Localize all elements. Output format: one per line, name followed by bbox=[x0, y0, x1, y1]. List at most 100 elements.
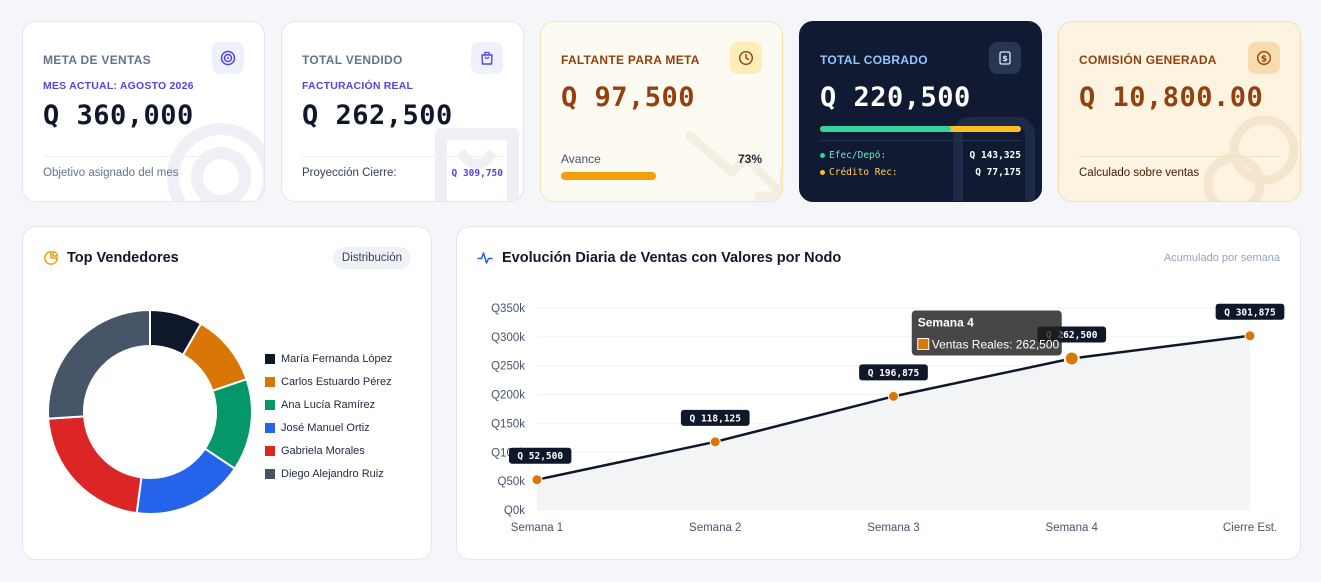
svg-text:$: $ bbox=[1002, 54, 1008, 63]
legend-swatch bbox=[265, 399, 275, 410]
card-faltante-meta: FALTANTE PARA META Q 97,500 Avance 73% bbox=[540, 21, 783, 202]
card-value: Q 97,500 bbox=[561, 82, 696, 113]
card-total-vendido: TOTAL VENDIDO FACTURACIÓN REAL Q 262,500… bbox=[281, 21, 524, 202]
row-value: Q 77,175 bbox=[975, 167, 1021, 178]
card-title: TOTAL COBRADO bbox=[820, 53, 928, 67]
node-label-bg bbox=[680, 409, 750, 426]
card-footer: Objetivo asignado del mes bbox=[43, 167, 179, 179]
panel-subtitle: Acumulado por semana bbox=[1163, 252, 1280, 264]
y-tick-label: Q350k bbox=[491, 303, 525, 315]
card-divider bbox=[43, 156, 244, 157]
top-vendedores-panel: Top Vendedores Distribución María Fernan… bbox=[22, 226, 432, 560]
card-divider bbox=[302, 156, 503, 157]
card-value: Q 262,500 bbox=[302, 100, 453, 131]
target-icon bbox=[212, 42, 244, 74]
legend-item[interactable]: Carlos Estuardo Pérez bbox=[265, 370, 392, 393]
x-tick-label: Semana 3 bbox=[867, 522, 919, 534]
card-title: META DE VENTAS bbox=[43, 53, 151, 67]
data-point[interactable] bbox=[888, 390, 899, 402]
donut-slice[interactable] bbox=[47, 415, 143, 515]
node-label-bg bbox=[1215, 303, 1285, 320]
tooltip-value: Ventas Reales: 262,500 bbox=[932, 338, 1060, 352]
projection-value: Q 309,750 bbox=[451, 168, 503, 179]
legend-swatch bbox=[265, 468, 275, 479]
series-area bbox=[537, 335, 1250, 510]
y-tick-label: Q50k bbox=[498, 476, 526, 488]
coin-watermark-icon bbox=[1204, 115, 1299, 201]
collection-bar-cash bbox=[820, 126, 951, 132]
node-value-label: Q 262,500 bbox=[1046, 330, 1098, 341]
collection-bar bbox=[820, 126, 1021, 132]
legend-item[interactable]: José Manuel Ortiz bbox=[265, 416, 392, 439]
legend-item[interactable]: Gabriela Morales bbox=[265, 439, 392, 462]
node-label-bg bbox=[509, 447, 572, 464]
tooltip-title: Semana 4 bbox=[918, 316, 974, 330]
target-watermark-icon bbox=[167, 123, 264, 201]
dot-icon bbox=[820, 153, 825, 158]
evolucion-panel: Evolución Diaria de Ventas con Valores p… bbox=[456, 226, 1301, 560]
card-value: Q 220,500 bbox=[820, 82, 971, 113]
y-tick-label: Q200k bbox=[491, 390, 525, 402]
data-point[interactable] bbox=[709, 436, 721, 448]
card-title: FALTANTE PARA META bbox=[561, 53, 700, 67]
row-label: Efec/Depó: bbox=[829, 150, 887, 161]
legend-item[interactable]: María Fernanda López bbox=[265, 347, 392, 370]
progress-fill bbox=[561, 172, 657, 180]
distribution-badge[interactable]: Distribución bbox=[332, 247, 411, 269]
card-value: Q 360,000 bbox=[43, 100, 194, 131]
card-comision: COMISIÓN GENERADA $ Q 10,800.00 Calculad… bbox=[1058, 21, 1301, 202]
progress-label: Avance bbox=[561, 152, 601, 166]
y-tick-label: Q150k bbox=[491, 418, 525, 430]
x-tick-label: Semana 2 bbox=[689, 522, 741, 534]
progress-percent: 73% bbox=[737, 152, 762, 166]
y-tick-label: Q0k bbox=[504, 505, 525, 517]
panel-title: Evolución Diaria de Ventas con Valores p… bbox=[502, 250, 842, 266]
node-value-label: Q 52,500 bbox=[517, 451, 563, 462]
data-point[interactable] bbox=[1244, 330, 1256, 342]
legend-label: José Manuel Ortiz bbox=[281, 421, 370, 434]
cobro-row-credito: Crédito Rec: Q 77,175 bbox=[820, 167, 1021, 181]
card-footer-label: Proyección Cierre: bbox=[302, 167, 397, 179]
card-meta-ventas: META DE VENTAS MES ACTUAL: AGOSTO 2026 Q… bbox=[22, 21, 265, 202]
card-divider bbox=[1079, 156, 1280, 157]
cobro-row-efectivo: Efec/Depó: Q 143,325 bbox=[820, 150, 1021, 164]
line-chart: Q0kQ50kQ100kQ150kQ200kQ250kQ300kQ350kSem… bbox=[491, 303, 1285, 534]
receipt-icon: $ bbox=[989, 42, 1021, 74]
y-tick-label: Q300k bbox=[491, 332, 525, 344]
legend-label: Diego Alejandro Ruiz bbox=[281, 467, 384, 480]
donut-slice[interactable] bbox=[135, 447, 237, 515]
progress-track bbox=[561, 172, 762, 180]
card-value: Q 10,800.00 bbox=[1079, 82, 1264, 113]
row-label: Crédito Rec: bbox=[829, 167, 898, 178]
legend-label: Carlos Estuardo Pérez bbox=[281, 375, 392, 388]
node-label-bg bbox=[859, 364, 928, 381]
dot-icon bbox=[820, 170, 825, 175]
data-point[interactable] bbox=[531, 474, 543, 486]
legend-swatch bbox=[265, 422, 275, 433]
card-footer: Calculado sobre ventas bbox=[1079, 167, 1200, 179]
y-tick-label: Q250k bbox=[491, 361, 525, 373]
clock-icon bbox=[730, 42, 762, 74]
activity-icon bbox=[477, 252, 493, 264]
card-subtitle: MES ACTUAL: AGOSTO 2026 bbox=[43, 80, 194, 92]
legend-label: Gabriela Morales bbox=[281, 444, 365, 457]
row-value: Q 143,325 bbox=[969, 150, 1021, 161]
legend-item[interactable]: Diego Alejandro Ruiz bbox=[265, 462, 392, 485]
legend-item[interactable]: Ana Lucía Ramírez bbox=[265, 393, 392, 416]
shopping-bag-icon bbox=[471, 42, 503, 74]
x-tick-label: Semana 1 bbox=[511, 522, 563, 534]
donut-slice[interactable] bbox=[47, 309, 151, 420]
node-value-label: Q 196,875 bbox=[868, 368, 920, 379]
card-total-cobrado: TOTAL COBRADO $ Q 220,500 Efec/Depó: Q 1… bbox=[799, 21, 1042, 202]
card-subtitle: FACTURACIÓN REAL bbox=[302, 80, 414, 92]
svg-text:$: $ bbox=[1261, 54, 1267, 64]
legend-swatch bbox=[265, 376, 275, 387]
legend-label: Ana Lucía Ramírez bbox=[281, 398, 376, 411]
legend-swatch bbox=[265, 445, 275, 456]
x-tick-label: Cierre Est. bbox=[1223, 522, 1277, 534]
data-point[interactable] bbox=[1063, 350, 1080, 367]
card-divider bbox=[820, 140, 1021, 141]
panel-title: Top Vendedores bbox=[67, 250, 179, 266]
legend-swatch bbox=[265, 353, 275, 364]
card-title: TOTAL VENDIDO bbox=[302, 53, 403, 67]
